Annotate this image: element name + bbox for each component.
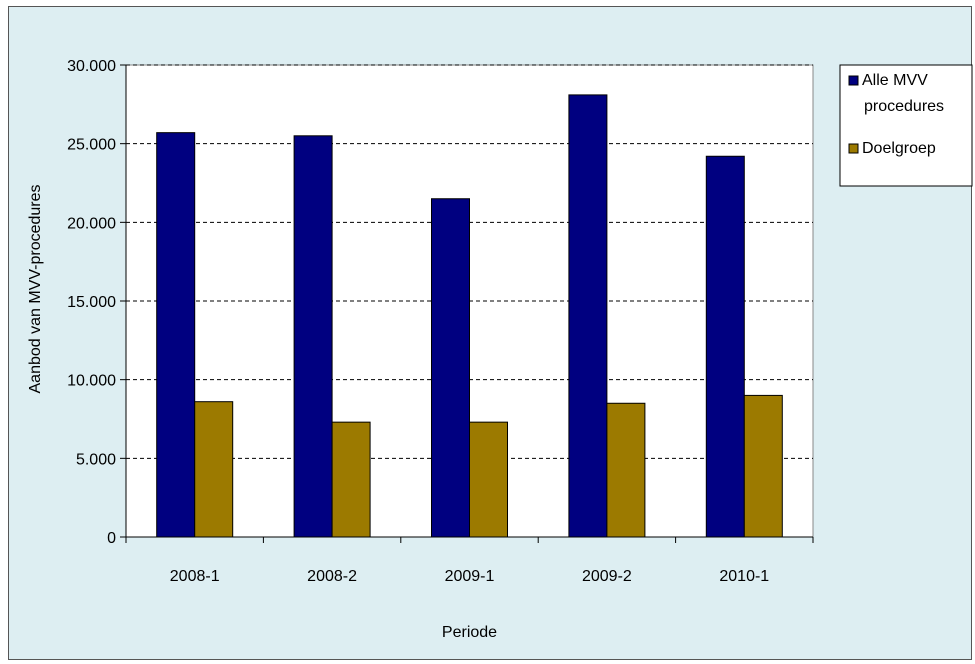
legend-label: Alle MVV (862, 72, 928, 89)
y-tick-label: 0 (107, 530, 116, 547)
bar-doelgroep-2008-1 (194, 401, 234, 538)
x-tick-label: 2009-2 (582, 568, 632, 585)
bar-alle-mvv-2008-1 (156, 132, 196, 538)
y-tick-label: 30.000 (67, 58, 116, 75)
bar-doelgroep-2009-2 (606, 402, 646, 538)
bar-doelgroep-2009-1 (469, 421, 508, 538)
y-tick-label: 20.000 (67, 215, 116, 232)
y-tick-label: 5.000 (76, 451, 116, 468)
legend-label: Doelgroep (862, 140, 936, 157)
x-axis-title: Periode (442, 624, 497, 641)
bar-doelgroep-2008-2 (331, 421, 371, 538)
legend-label: procedures (864, 98, 944, 115)
y-axis-title: Aanbod van MVV-procedures (27, 184, 44, 393)
legend-box (839, 64, 973, 187)
y-tick-label: 15.000 (67, 294, 116, 311)
x-tick-label: 2009-1 (445, 568, 495, 585)
legend-swatch-alle-mvv (848, 75, 859, 86)
bar-doelgroep-2010-1 (743, 394, 783, 538)
x-tick-label: 2010-1 (719, 568, 769, 585)
x-tick-label: 2008-2 (307, 568, 357, 585)
bar-alle-mvv-2009-1 (431, 198, 470, 538)
y-tick-label: 10.000 (67, 373, 116, 390)
bar-alle-mvv-2009-2 (568, 94, 608, 538)
y-tick-label: 25.000 (67, 137, 116, 154)
x-tick-label: 2008-1 (170, 568, 220, 585)
bar-alle-mvv-2008-2 (293, 135, 333, 538)
bar-alle-mvv-2010-1 (705, 155, 745, 538)
legend-swatch-doelgroep (848, 143, 859, 154)
